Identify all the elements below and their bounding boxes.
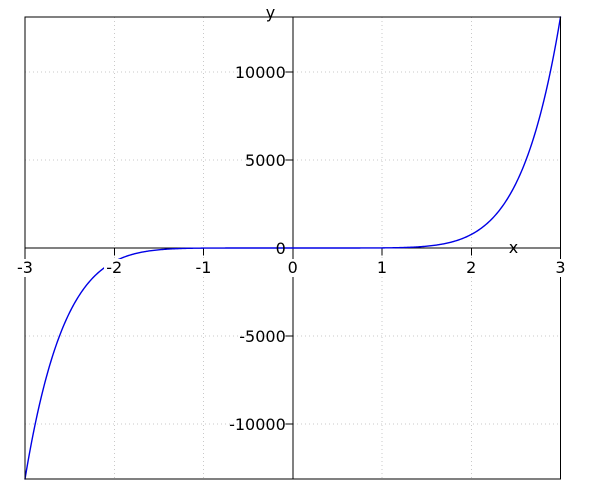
x-axis-label: x	[508, 237, 519, 257]
y-tick-label: 5000	[245, 150, 286, 170]
y-axis-label: y	[265, 3, 276, 22]
y-tick-label: 0	[275, 239, 286, 258]
x-tick-label: 1	[374, 257, 390, 277]
x-tick-label: 0	[285, 257, 300, 277]
y-tick-label: -5000	[239, 327, 286, 347]
y-tick-label: 10000	[234, 62, 286, 82]
x-tick-label: 3	[553, 257, 568, 277]
x-tick-label: -3	[15, 257, 35, 277]
x-tick-label: 2	[464, 257, 479, 277]
x-tick-label: -1	[193, 257, 214, 277]
x-tick-label: -2	[104, 257, 125, 277]
y-tick-label: -10000	[229, 415, 286, 435]
plot-border	[24, 16, 561, 480]
